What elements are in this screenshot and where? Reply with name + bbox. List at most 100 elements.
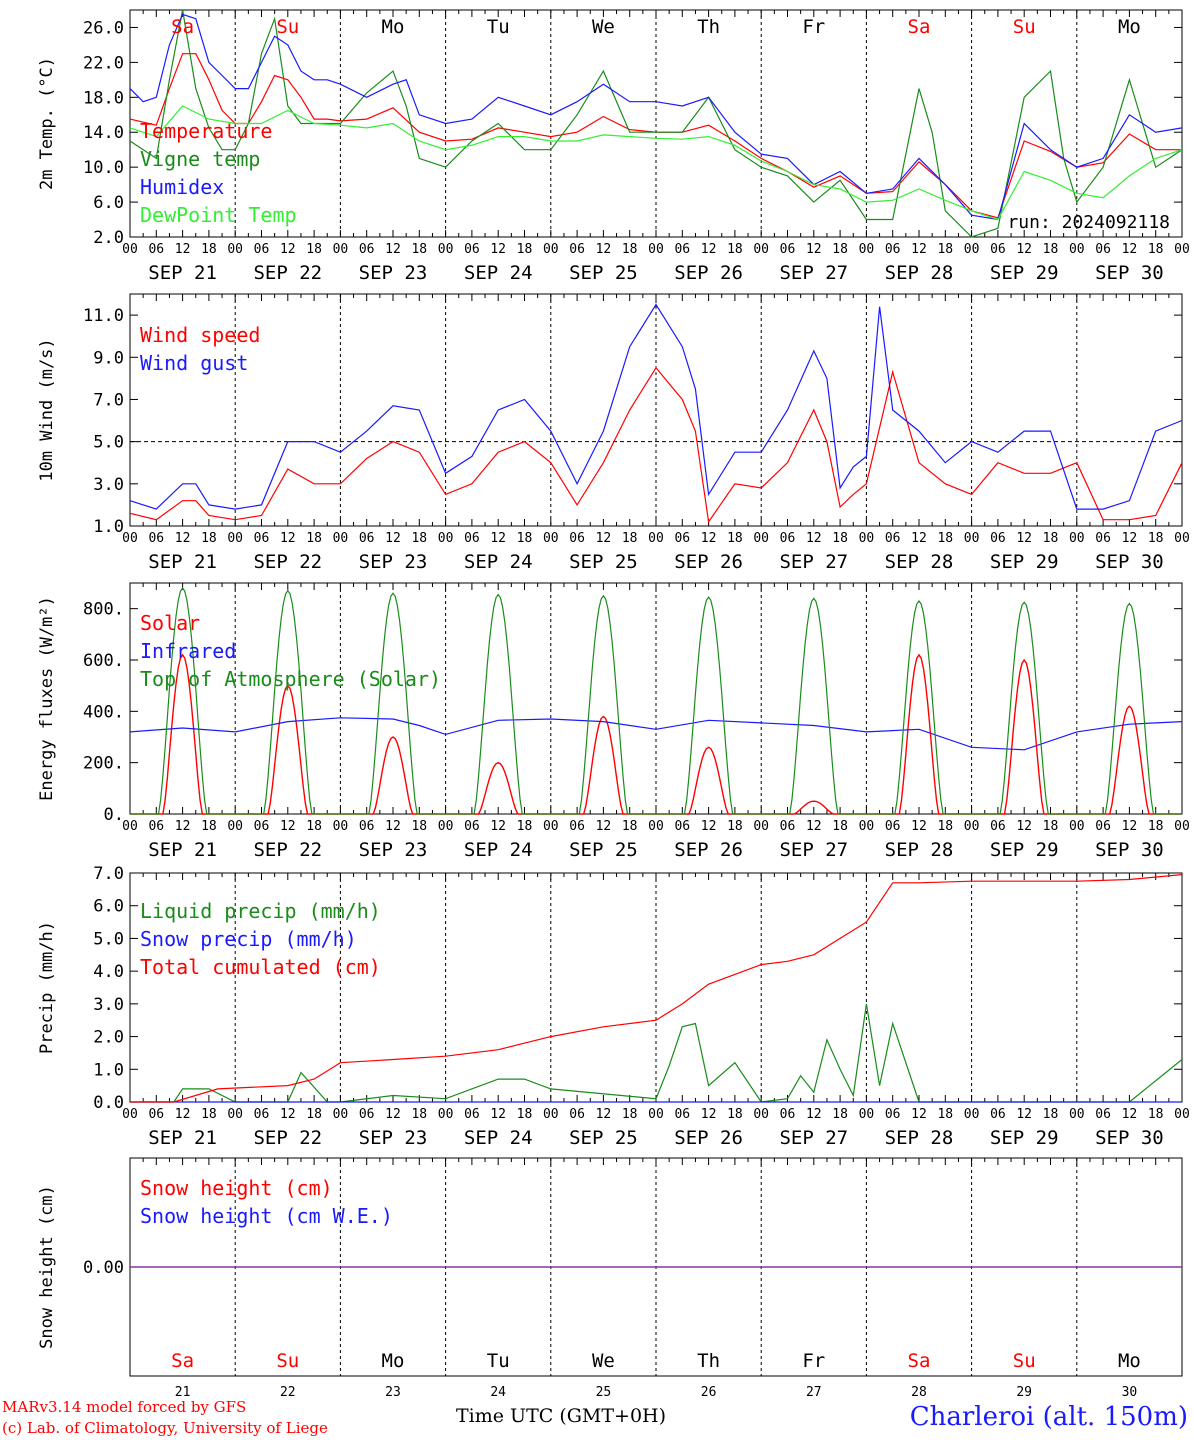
hour-label: 06 <box>990 1107 1006 1122</box>
hour-label: 12 <box>1122 819 1138 834</box>
hour-label: 18 <box>411 242 427 257</box>
hour-label: 12 <box>175 531 191 546</box>
hour-label: 00 <box>438 819 454 834</box>
hour-label: 12 <box>280 531 296 546</box>
date-label: SEP 30 <box>1095 839 1164 861</box>
legend-entry: Wind speed <box>140 323 260 347</box>
weekday-label: Sa <box>908 1350 931 1372</box>
series-line <box>129 9 1183 238</box>
hour-label: 06 <box>780 242 796 257</box>
hour-label: 00 <box>543 819 559 834</box>
hour-label: 12 <box>701 531 717 546</box>
hour-label: 06 <box>254 1107 270 1122</box>
hour-label: 06 <box>254 819 270 834</box>
hour-label: 18 <box>727 242 743 257</box>
legend-entry: Snow height (cm) <box>140 1176 333 1200</box>
hour-label: 18 <box>1043 819 1059 834</box>
hour-label: 00 <box>543 242 559 257</box>
hour-label: 12 <box>596 242 612 257</box>
y-axis-label: 10m Wind (m/s) <box>37 338 57 481</box>
hour-label: 06 <box>148 819 164 834</box>
hour-label: 06 <box>464 242 480 257</box>
day-number-label: 23 <box>385 1385 401 1400</box>
hour-label: 06 <box>359 819 375 834</box>
hour-label: 00 <box>227 531 243 546</box>
day-number-label: 27 <box>806 1385 822 1400</box>
day-number-label: 25 <box>596 1385 612 1400</box>
hour-label: 12 <box>701 242 717 257</box>
day-number-label: 28 <box>911 1385 927 1400</box>
legend-entry: Total cumulated (cm) <box>140 955 381 979</box>
hour-label: 00 <box>964 531 980 546</box>
weekday-label: Fr <box>802 16 825 38</box>
hour-label: 12 <box>1016 1107 1032 1122</box>
hour-label: 00 <box>648 531 664 546</box>
hour-label: 06 <box>569 242 585 257</box>
hour-label: 12 <box>911 1107 927 1122</box>
hour-label: 06 <box>359 242 375 257</box>
hour-label: 18 <box>727 1107 743 1122</box>
hour-label: 18 <box>1043 242 1059 257</box>
hour-label: 06 <box>674 242 690 257</box>
hour-label: 00 <box>1069 819 1085 834</box>
hour-label: 12 <box>596 1107 612 1122</box>
hour-label: 00 <box>438 531 454 546</box>
hour-label: 12 <box>1122 242 1138 257</box>
hour-label: 06 <box>1095 242 1111 257</box>
hour-label: 06 <box>254 531 270 546</box>
date-label: SEP 27 <box>779 262 848 284</box>
hour-label: 00 <box>438 1107 454 1122</box>
hour-label: 18 <box>832 819 848 834</box>
weekday-label: Th <box>697 16 720 38</box>
legend-entry: Solar <box>140 611 200 635</box>
hour-label: 00 <box>122 242 138 257</box>
weekday-label: Mo <box>1118 16 1141 38</box>
y-tick-label: 3.0 <box>93 475 124 495</box>
hour-label: 00 <box>753 819 769 834</box>
y-tick-label: 0.0 <box>93 1093 124 1113</box>
hour-label: 12 <box>806 1107 822 1122</box>
hour-label: 12 <box>385 242 401 257</box>
hour-label: 18 <box>1148 819 1164 834</box>
date-label: SEP 24 <box>464 551 533 573</box>
date-label: SEP 23 <box>359 262 428 284</box>
hour-label: 06 <box>990 531 1006 546</box>
date-label: SEP 29 <box>990 262 1059 284</box>
legend-entry: Infrared <box>140 639 236 663</box>
weekday-label: Sa <box>171 16 194 38</box>
hour-label: 12 <box>596 531 612 546</box>
hour-label: 06 <box>990 242 1006 257</box>
hour-label: 06 <box>780 819 796 834</box>
hour-label: 18 <box>411 819 427 834</box>
date-label: SEP 25 <box>569 262 638 284</box>
hour-label: 12 <box>806 531 822 546</box>
hour-label: 18 <box>517 819 533 834</box>
y-tick-label: 600. <box>83 651 124 671</box>
hour-label: 12 <box>385 819 401 834</box>
hour-label: 06 <box>1095 819 1111 834</box>
hour-label: 00 <box>964 242 980 257</box>
date-label: SEP 30 <box>1095 262 1164 284</box>
weekday-label: Tu <box>487 16 510 38</box>
date-label: SEP 28 <box>885 1127 954 1149</box>
hour-label: 00 <box>1174 1107 1190 1122</box>
y-tick-label: 11.0 <box>83 306 124 326</box>
hour-label: 18 <box>201 531 217 546</box>
run-annotation: run: 2024092118 <box>1007 212 1170 233</box>
date-label: SEP 29 <box>990 551 1059 573</box>
hour-label: 18 <box>306 819 322 834</box>
y-tick-label: 0. <box>104 805 124 825</box>
x-axis-title: Time UTC (GMT+0H) <box>456 1405 667 1427</box>
hour-label: 00 <box>122 819 138 834</box>
date-label: SEP 22 <box>253 839 322 861</box>
date-label: SEP 24 <box>464 1127 533 1149</box>
hour-label: 00 <box>227 242 243 257</box>
hour-label: 12 <box>175 242 191 257</box>
hour-label: 18 <box>411 531 427 546</box>
date-label: SEP 22 <box>253 262 322 284</box>
hour-label: 00 <box>543 531 559 546</box>
hour-label: 12 <box>1016 242 1032 257</box>
weekday-label: Su <box>1013 1350 1036 1372</box>
weekday-label: Sa <box>171 1350 194 1372</box>
hour-label: 12 <box>806 819 822 834</box>
